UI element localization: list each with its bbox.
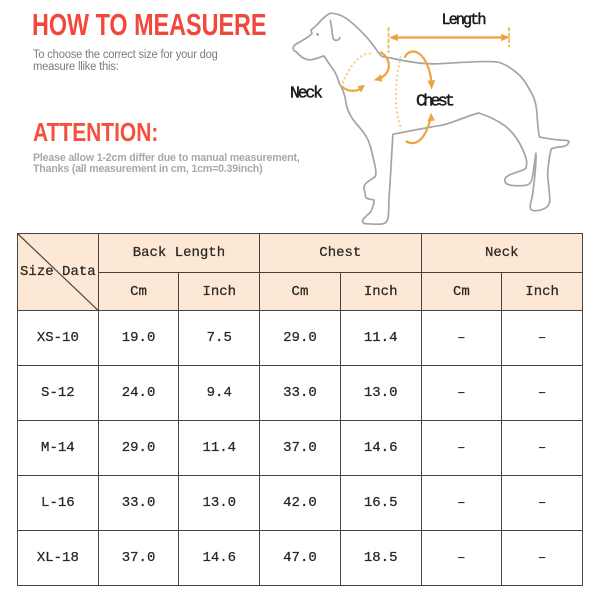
svg-text:Chest: Chest [416,93,455,112]
svg-text:Length: Length [442,11,487,29]
svg-text:Neck: Neck [290,84,323,103]
